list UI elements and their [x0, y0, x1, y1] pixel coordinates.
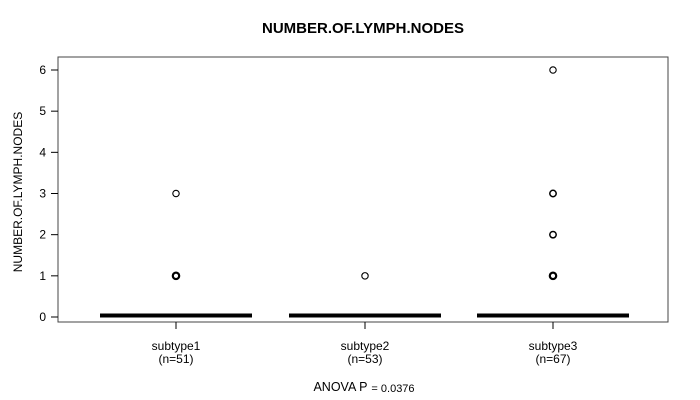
plot-area-border: [57, 56, 669, 323]
category-label: subtype3: [529, 339, 578, 353]
outlier-point: [548, 271, 558, 281]
y-tick-label: 3: [39, 187, 46, 201]
y-tick-label: 2: [39, 228, 46, 242]
anova-annotation: ANOVA P = 0.0376: [313, 380, 414, 395]
outlier-point: [549, 66, 557, 74]
outlier-point: [172, 189, 180, 198]
category-label: subtype2: [341, 339, 390, 353]
category-sublabel: (n=67): [535, 352, 570, 366]
outlier-point: [361, 272, 369, 280]
anova-label: ANOVA P: [313, 380, 367, 394]
outlier-point: [549, 189, 557, 198]
x-axis-ticks: subtype1(n=51) subtype2(n=53) subtype3(n=6…: [152, 322, 578, 366]
y-axis-ticks: 0 1 2 3 4 5 6: [39, 63, 58, 324]
y-tick-label: 5: [39, 104, 46, 118]
category-label: subtype1: [152, 339, 201, 353]
y-axis-label: NUMBER.OF.LYMPH.NODES: [11, 112, 25, 272]
category-sublabel: (n=53): [347, 352, 382, 366]
category-sublabel: (n=51): [158, 352, 193, 366]
outlier-point: [549, 230, 557, 239]
outlier-points: [171, 66, 558, 281]
y-tick-label: 6: [39, 63, 46, 77]
outlier-point: [171, 271, 181, 281]
y-tick-label: 0: [39, 310, 46, 324]
anova-value: = 0.0376: [371, 383, 414, 395]
chart-title: NUMBER.OF.LYMPH.NODES: [262, 20, 464, 37]
y-tick-label: 4: [39, 145, 46, 159]
y-tick-label: 1: [39, 269, 46, 283]
